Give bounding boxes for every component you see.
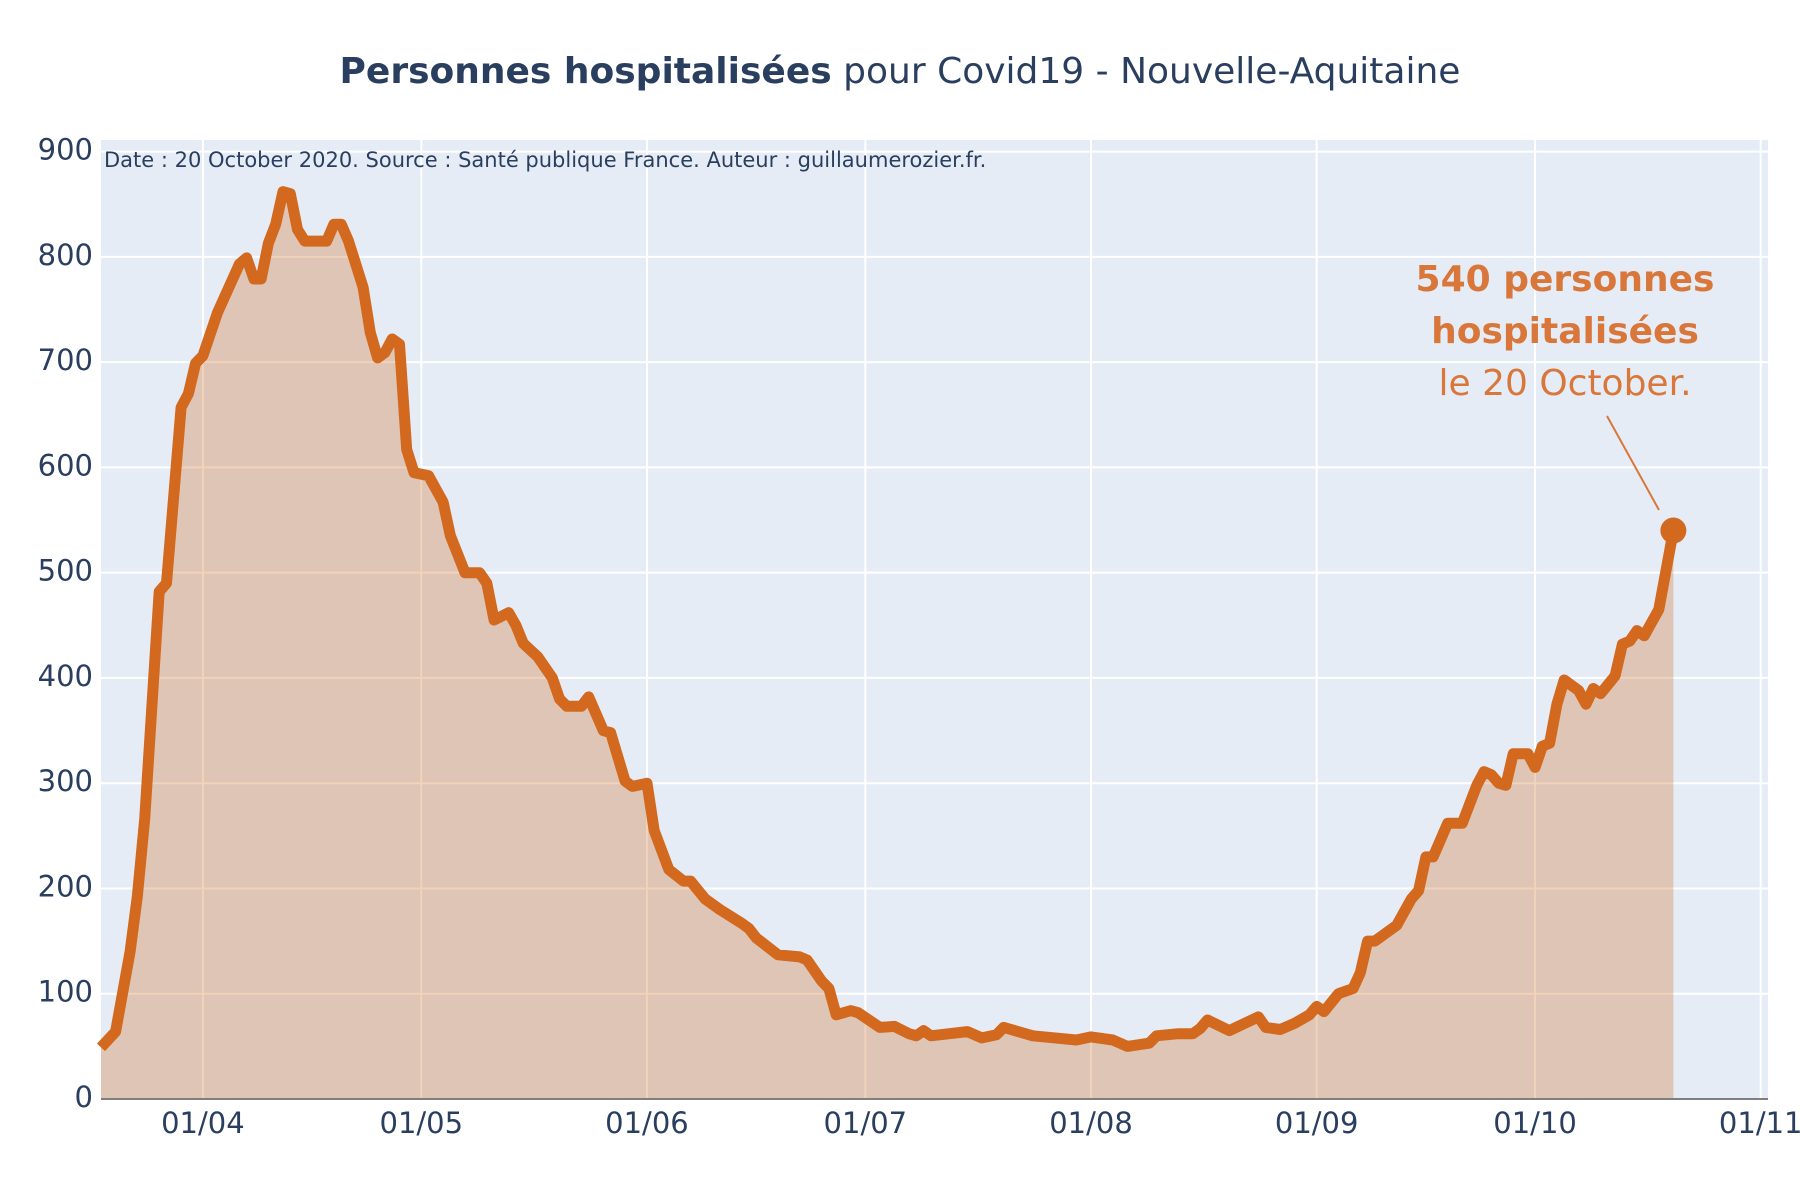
y-tick-label: 200 [38,869,93,903]
annotation-line: le 20 October. [1438,363,1691,404]
plot-background [101,140,1768,1099]
chart-title: Personnes hospitalisées pour Covid19 - N… [340,51,1461,92]
x-tick-label: 01/04 [161,1106,245,1140]
area [101,191,1674,1100]
y-tick-label: 800 [38,238,93,272]
x-tick-label: 01/07 [824,1106,908,1140]
y-tick-label: 600 [38,448,93,482]
annotation-line: 540 personnes [1416,259,1715,300]
y-tick-label: 400 [38,659,93,693]
x-tick-label: 01/11 [1719,1106,1800,1140]
y-tick-label: 300 [38,764,93,798]
y-tick-label: 100 [38,975,93,1009]
source-note: Date : 20 October 2020. Source : Santé p… [104,148,986,172]
annotation-arrow [1606,415,1660,511]
x-tick-label: 01/06 [605,1106,689,1140]
y-tick-label: 900 [38,133,93,167]
y-tick-label: 500 [38,554,93,588]
x-tick-label: 01/09 [1275,1106,1359,1140]
title-bold: Personnes hospitalisées [340,51,832,92]
title-rest: pour Covid19 - Nouvelle-Aquitaine [843,51,1460,92]
line [96,186,1679,1052]
annotation-line: hospitalisées [1431,311,1699,352]
x-tick-label: 01/10 [1493,1106,1577,1140]
last-point-marker [1660,517,1687,544]
marks [96,186,1687,1100]
y-tick-label: 700 [38,343,93,377]
x-tick-label: 01/05 [380,1106,464,1140]
y-tick-label: 0 [75,1080,93,1114]
x-tick-label: 01/08 [1049,1106,1133,1140]
